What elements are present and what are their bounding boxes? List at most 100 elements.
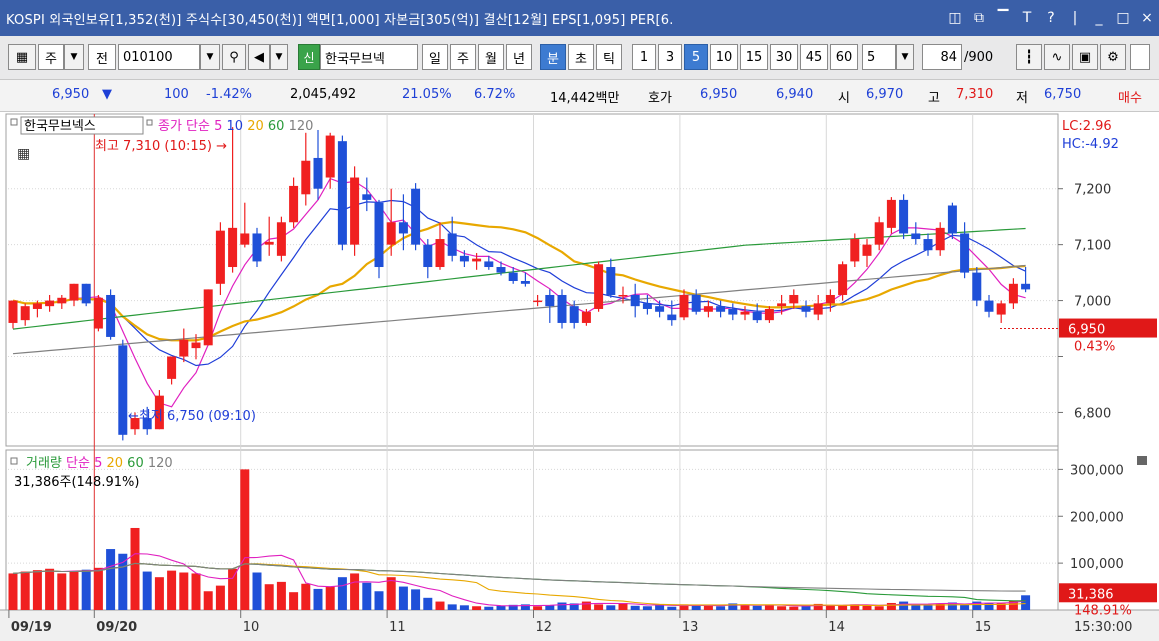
candle-body: [850, 239, 860, 262]
indicator-icon[interactable]: ∿: [1044, 44, 1070, 70]
interval-30[interactable]: 30: [770, 44, 798, 70]
volume-bar: [935, 603, 945, 610]
interval-5[interactable]: 5: [684, 44, 708, 70]
candle-body: [276, 222, 286, 256]
code-dropdown-icon[interactable]: ▼: [200, 44, 220, 70]
option-checkbox[interactable]: [1130, 44, 1150, 70]
volume-bar: [972, 601, 982, 610]
candle-body: [69, 283, 79, 301]
period-tab-minute[interactable]: 분: [540, 44, 566, 70]
close-button[interactable]: ×: [1141, 10, 1153, 26]
period-tab-month[interactable]: 월: [478, 44, 504, 70]
time-tick-label: 09/19: [11, 620, 52, 635]
stock-name-field[interactable]: 한국무브넥: [320, 44, 418, 70]
restore-icon[interactable]: ◫: [948, 10, 962, 26]
period-tab-second[interactable]: 초: [568, 44, 594, 70]
interval-45[interactable]: 45: [800, 44, 828, 70]
turnover-rate: 6.72%: [474, 87, 516, 102]
volume-bar: [801, 605, 811, 610]
candle-body: [374, 202, 384, 268]
time-tick-label: 09/20: [96, 620, 137, 635]
time-tick-label: 10: [243, 620, 260, 635]
text-size-icon[interactable]: T: [1022, 10, 1032, 26]
candle-body: [398, 222, 408, 234]
volume-bar: [679, 604, 689, 610]
candle-body: [57, 297, 67, 304]
price-legend: 종가 단순 5 10 20 60 120: [158, 119, 313, 134]
candle-body: [606, 267, 616, 295]
candle-style-icon[interactable]: ┇: [1016, 44, 1042, 70]
candle-body: [923, 239, 933, 251]
candle-count-input[interactable]: 84: [922, 44, 962, 70]
volume-bar: [411, 589, 421, 610]
period-tab-tick[interactable]: 틱: [596, 44, 622, 70]
high-label: 고: [928, 91, 940, 106]
speaker-dropdown-icon[interactable]: ▼: [270, 44, 288, 70]
maximize-icon[interactable]: □: [1116, 10, 1130, 26]
bid-price: 6,940: [776, 87, 814, 102]
window-title: KOSPI 외국인보유[1,352(천)] 주식수[30,450(천)] 액면[…: [6, 12, 674, 28]
interval-15[interactable]: 15: [740, 44, 768, 70]
ma-line-60: [12, 227, 1026, 330]
interval-dropdown-icon[interactable]: ▼: [896, 44, 914, 70]
candle-body: [813, 303, 823, 315]
candle-body: [874, 222, 884, 245]
candle-body: [838, 264, 848, 295]
buy-label[interactable]: 매수: [1118, 91, 1142, 106]
interval-10[interactable]: 10: [710, 44, 738, 70]
candle-body: [752, 311, 762, 321]
volume-bar: [32, 570, 42, 610]
period-tab-day[interactable]: 일: [422, 44, 448, 70]
volume-bar: [252, 572, 262, 610]
price-change: 100: [164, 87, 189, 102]
candle-body: [740, 311, 750, 315]
chevron-down-icon[interactable]: ▼: [64, 44, 84, 70]
price-tick-label: 6,800: [1074, 406, 1111, 421]
volume-bar: [545, 605, 555, 610]
volume-panel-icon: [1137, 456, 1147, 465]
current-volume-pct: 148.91%: [1074, 603, 1132, 618]
candle-body: [996, 303, 1006, 315]
volume-bar: [276, 581, 286, 610]
volume-tick-label: 300,000: [1070, 463, 1124, 478]
minimize-button[interactable]: _: [1095, 10, 1103, 26]
speaker-icon[interactable]: ◀: [248, 44, 270, 70]
current-price: 6,950: [52, 87, 90, 102]
stock-code-input[interactable]: 010100: [118, 44, 200, 70]
search-icon[interactable]: ⚲: [222, 44, 246, 70]
interval-select[interactable]: 5: [862, 44, 896, 70]
popout-icon[interactable]: ⧉: [974, 10, 984, 26]
volume-bar: [398, 586, 408, 610]
candle-body: [1021, 283, 1031, 290]
hoga-label: 호가: [648, 91, 672, 106]
prev-button[interactable]: 전: [88, 44, 116, 70]
quote-bar: 6,950 ▼ 100 -1.42% 2,045,492 21.05% 6.72…: [0, 80, 1159, 112]
layout-icon[interactable]: ▦: [8, 44, 36, 70]
candle-body: [984, 300, 994, 312]
toolbar: ▦ 주 ▼ 전 010100 ▼ ⚲ ◀ ▼ 신 한국무브넥 일 주 월 년 분…: [0, 36, 1159, 80]
candle-body: [435, 239, 445, 268]
period-tab-year[interactable]: 년: [506, 44, 532, 70]
time-tick-label: 15: [975, 620, 992, 635]
interval-1[interactable]: 1: [632, 44, 656, 70]
candle-body: [118, 345, 128, 435]
candle-body: [886, 199, 896, 228]
pin-icon[interactable]: ▔: [997, 10, 1009, 26]
volume-bar: [301, 583, 311, 610]
period-tab-week[interactable]: 주: [450, 44, 476, 70]
low-price: 6,750: [1044, 87, 1082, 102]
candle-body: [655, 306, 665, 312]
high-annotation: 최고 7,310 (10:15) →: [95, 139, 227, 154]
volume-bar: [703, 605, 713, 610]
save-icon[interactable]: ▣: [1072, 44, 1098, 70]
stock-chart[interactable]: 6,800 7,000 7,100 7,200 100,000 200,000 300,00…: [0, 112, 1159, 641]
interval-3[interactable]: 3: [658, 44, 682, 70]
volume-bar: [777, 606, 787, 610]
interval-60[interactable]: 60: [830, 44, 858, 70]
help-icon[interactable]: ?: [1047, 10, 1055, 26]
volume-bar: [130, 527, 140, 610]
candle-body: [447, 233, 457, 256]
period-select[interactable]: 주: [38, 44, 64, 70]
settings-gear-icon[interactable]: ⚙: [1100, 44, 1126, 70]
volume-bar: [996, 603, 1006, 610]
